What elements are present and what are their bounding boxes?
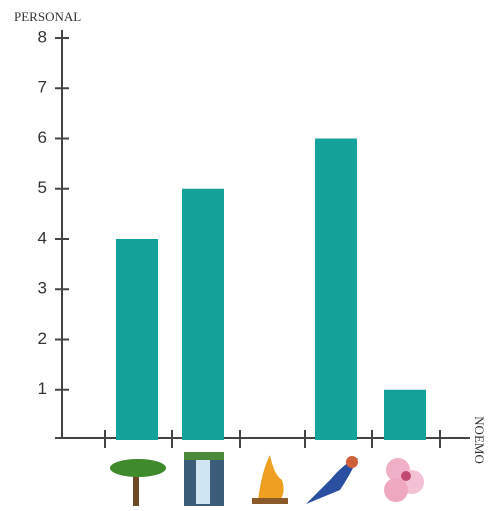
bar xyxy=(315,138,357,440)
icon-tree xyxy=(110,459,166,506)
bar xyxy=(182,188,224,440)
y-axis-label: PERSONAL xyxy=(14,9,81,24)
y-tick-label: 6 xyxy=(38,128,47,147)
x-axis-label: NOEMO xyxy=(472,416,487,464)
y-tick-label: 7 xyxy=(38,78,47,97)
icon-waterfall xyxy=(184,452,224,506)
y-tick-label: 3 xyxy=(38,279,47,298)
y-tick-label: 4 xyxy=(38,228,47,247)
bar xyxy=(384,389,426,440)
x-ticks xyxy=(104,430,441,448)
icon-fire xyxy=(252,455,288,504)
y-tick-label: 2 xyxy=(38,329,47,348)
icon-flower xyxy=(384,458,424,502)
y-tick-label: 1 xyxy=(38,379,47,398)
y-tick-label: 5 xyxy=(38,178,47,197)
y-tick-label: 8 xyxy=(38,27,47,46)
icon-bird xyxy=(306,456,358,504)
bar xyxy=(116,239,158,440)
